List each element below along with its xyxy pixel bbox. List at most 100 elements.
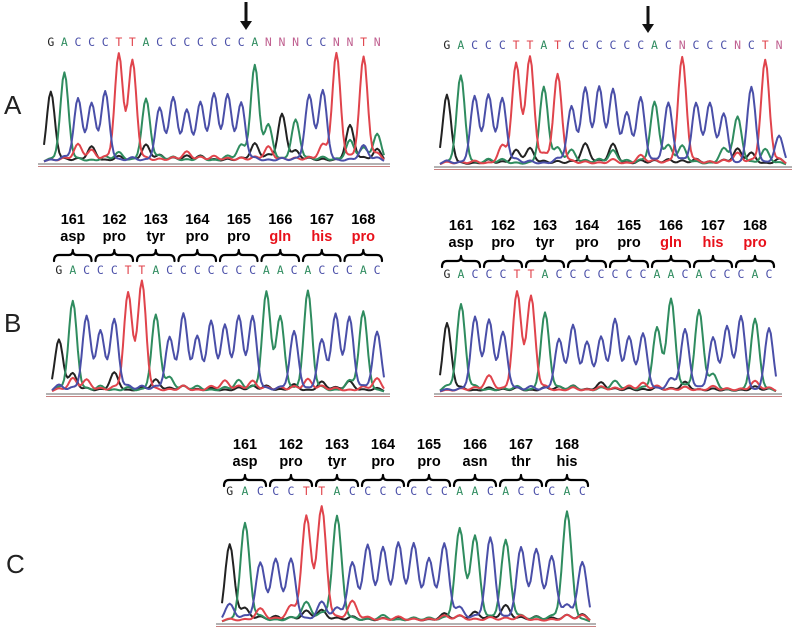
sequence-base: C [579, 484, 586, 498]
sequence-base: C [224, 35, 231, 49]
codon-brace [343, 248, 384, 263]
sequence-base: C [211, 35, 218, 49]
sequence-base: A [458, 267, 465, 281]
sequence-base: T [513, 38, 520, 52]
panel-b-left-trace: 161asp162pro163tyr164pro165pro166gln167h… [46, 212, 390, 397]
sequence-base: A [651, 38, 658, 52]
sequence-base: A [251, 35, 258, 49]
codon-number: 162 [279, 437, 303, 453]
sequence-base: G [47, 35, 54, 49]
sequence-base: C [766, 267, 773, 281]
sequence-base: N [374, 35, 381, 49]
codon-brace [314, 473, 360, 488]
codon-number: 162 [491, 218, 515, 234]
sequence-base: A [472, 484, 479, 498]
sequence-base: C [318, 263, 325, 277]
amino-acid-label: pro [103, 229, 127, 245]
sequence-base: T [303, 484, 310, 498]
sequence-base: C [682, 267, 689, 281]
codon-number: 165 [617, 218, 641, 234]
sequence-base: N [776, 38, 783, 52]
sequence-base: C [249, 263, 256, 277]
codon-brace [692, 254, 734, 269]
amino-acid-label: tyr [328, 454, 347, 470]
codon-number: 163 [325, 437, 349, 453]
sequence-base: C [83, 263, 90, 277]
sequence-base: C [487, 484, 494, 498]
panel-label-b: B [4, 308, 21, 338]
sequence-base: T [125, 263, 132, 277]
sequence-base: C [238, 35, 245, 49]
sequence-base: C [364, 484, 371, 498]
sequence-base: C [410, 484, 417, 498]
sequence-base: C [693, 38, 700, 52]
panel-label-a: A [4, 90, 22, 120]
sequence-base: T [528, 267, 535, 281]
sequence-base: C [156, 35, 163, 49]
codon-number: 165 [417, 437, 441, 453]
sequence-base: C [548, 484, 555, 498]
sequence-base: N [265, 35, 272, 49]
sequence-base: C [349, 484, 356, 498]
amino-acid-label: pro [575, 235, 599, 251]
codon-number: 168 [555, 437, 579, 453]
sequence-base: A [540, 38, 547, 52]
sequence-base: C [332, 263, 339, 277]
sequence-base: A [277, 263, 284, 277]
sequence-base: C [720, 38, 727, 52]
codon-number: 168 [351, 212, 375, 228]
codon-brace [452, 473, 498, 488]
sequence-base: C [426, 484, 433, 498]
amino-acid-label: asn [463, 454, 488, 470]
sequence-base: C [395, 484, 402, 498]
sequence-base: C [306, 35, 313, 49]
sequence-base: A [334, 484, 341, 498]
sequence-base: A [304, 263, 311, 277]
sequence-base: G [443, 38, 450, 52]
codon-number: 161 [61, 212, 85, 228]
amino-acid-label: tyr [536, 235, 555, 251]
codon-number: 161 [233, 437, 257, 453]
sequence-base: C [102, 35, 109, 49]
sequence-base: A [696, 267, 703, 281]
codon-number: 166 [659, 218, 683, 234]
codon-brace [482, 254, 524, 269]
trace-c-channel [221, 536, 591, 620]
sequence-base: A [456, 484, 463, 498]
amino-acid-label: asp [233, 454, 258, 470]
codon-brace [360, 473, 406, 488]
sequence-base: C [288, 484, 295, 498]
sequence-base: T [115, 35, 122, 49]
codon-brace [52, 248, 93, 263]
trace-a-channel [439, 297, 777, 393]
trace-t-channel [43, 51, 385, 163]
sequence-base: C [596, 38, 603, 52]
amino-acid-label: pro [417, 454, 441, 470]
sequence-base: C [556, 267, 563, 281]
sequence-base: C [111, 263, 118, 277]
sequence-base: C [197, 35, 204, 49]
sequence-base: C [640, 267, 647, 281]
sequence-base: A [61, 35, 68, 49]
sequence-base: C [610, 38, 617, 52]
sequence-base: A [242, 484, 249, 498]
down-arrow-icon [642, 24, 654, 33]
codon-number: 166 [463, 437, 487, 453]
sequence-base: C [166, 263, 173, 277]
sequence-base: C [97, 263, 104, 277]
sequence-base: C [612, 267, 619, 281]
sequence-base: A [564, 484, 571, 498]
codon-brace [650, 254, 692, 269]
sequence-base: C [738, 267, 745, 281]
sequence-base: C [75, 35, 82, 49]
codon-brace [177, 248, 218, 263]
amino-acid-label: pro [186, 229, 210, 245]
sequence-base: A [263, 263, 270, 277]
codon-brace [260, 248, 301, 263]
codon-brace [566, 254, 608, 269]
sequence-base: C [208, 263, 215, 277]
amino-acid-label: pro [491, 235, 515, 251]
amino-acid-label: pro [371, 454, 395, 470]
